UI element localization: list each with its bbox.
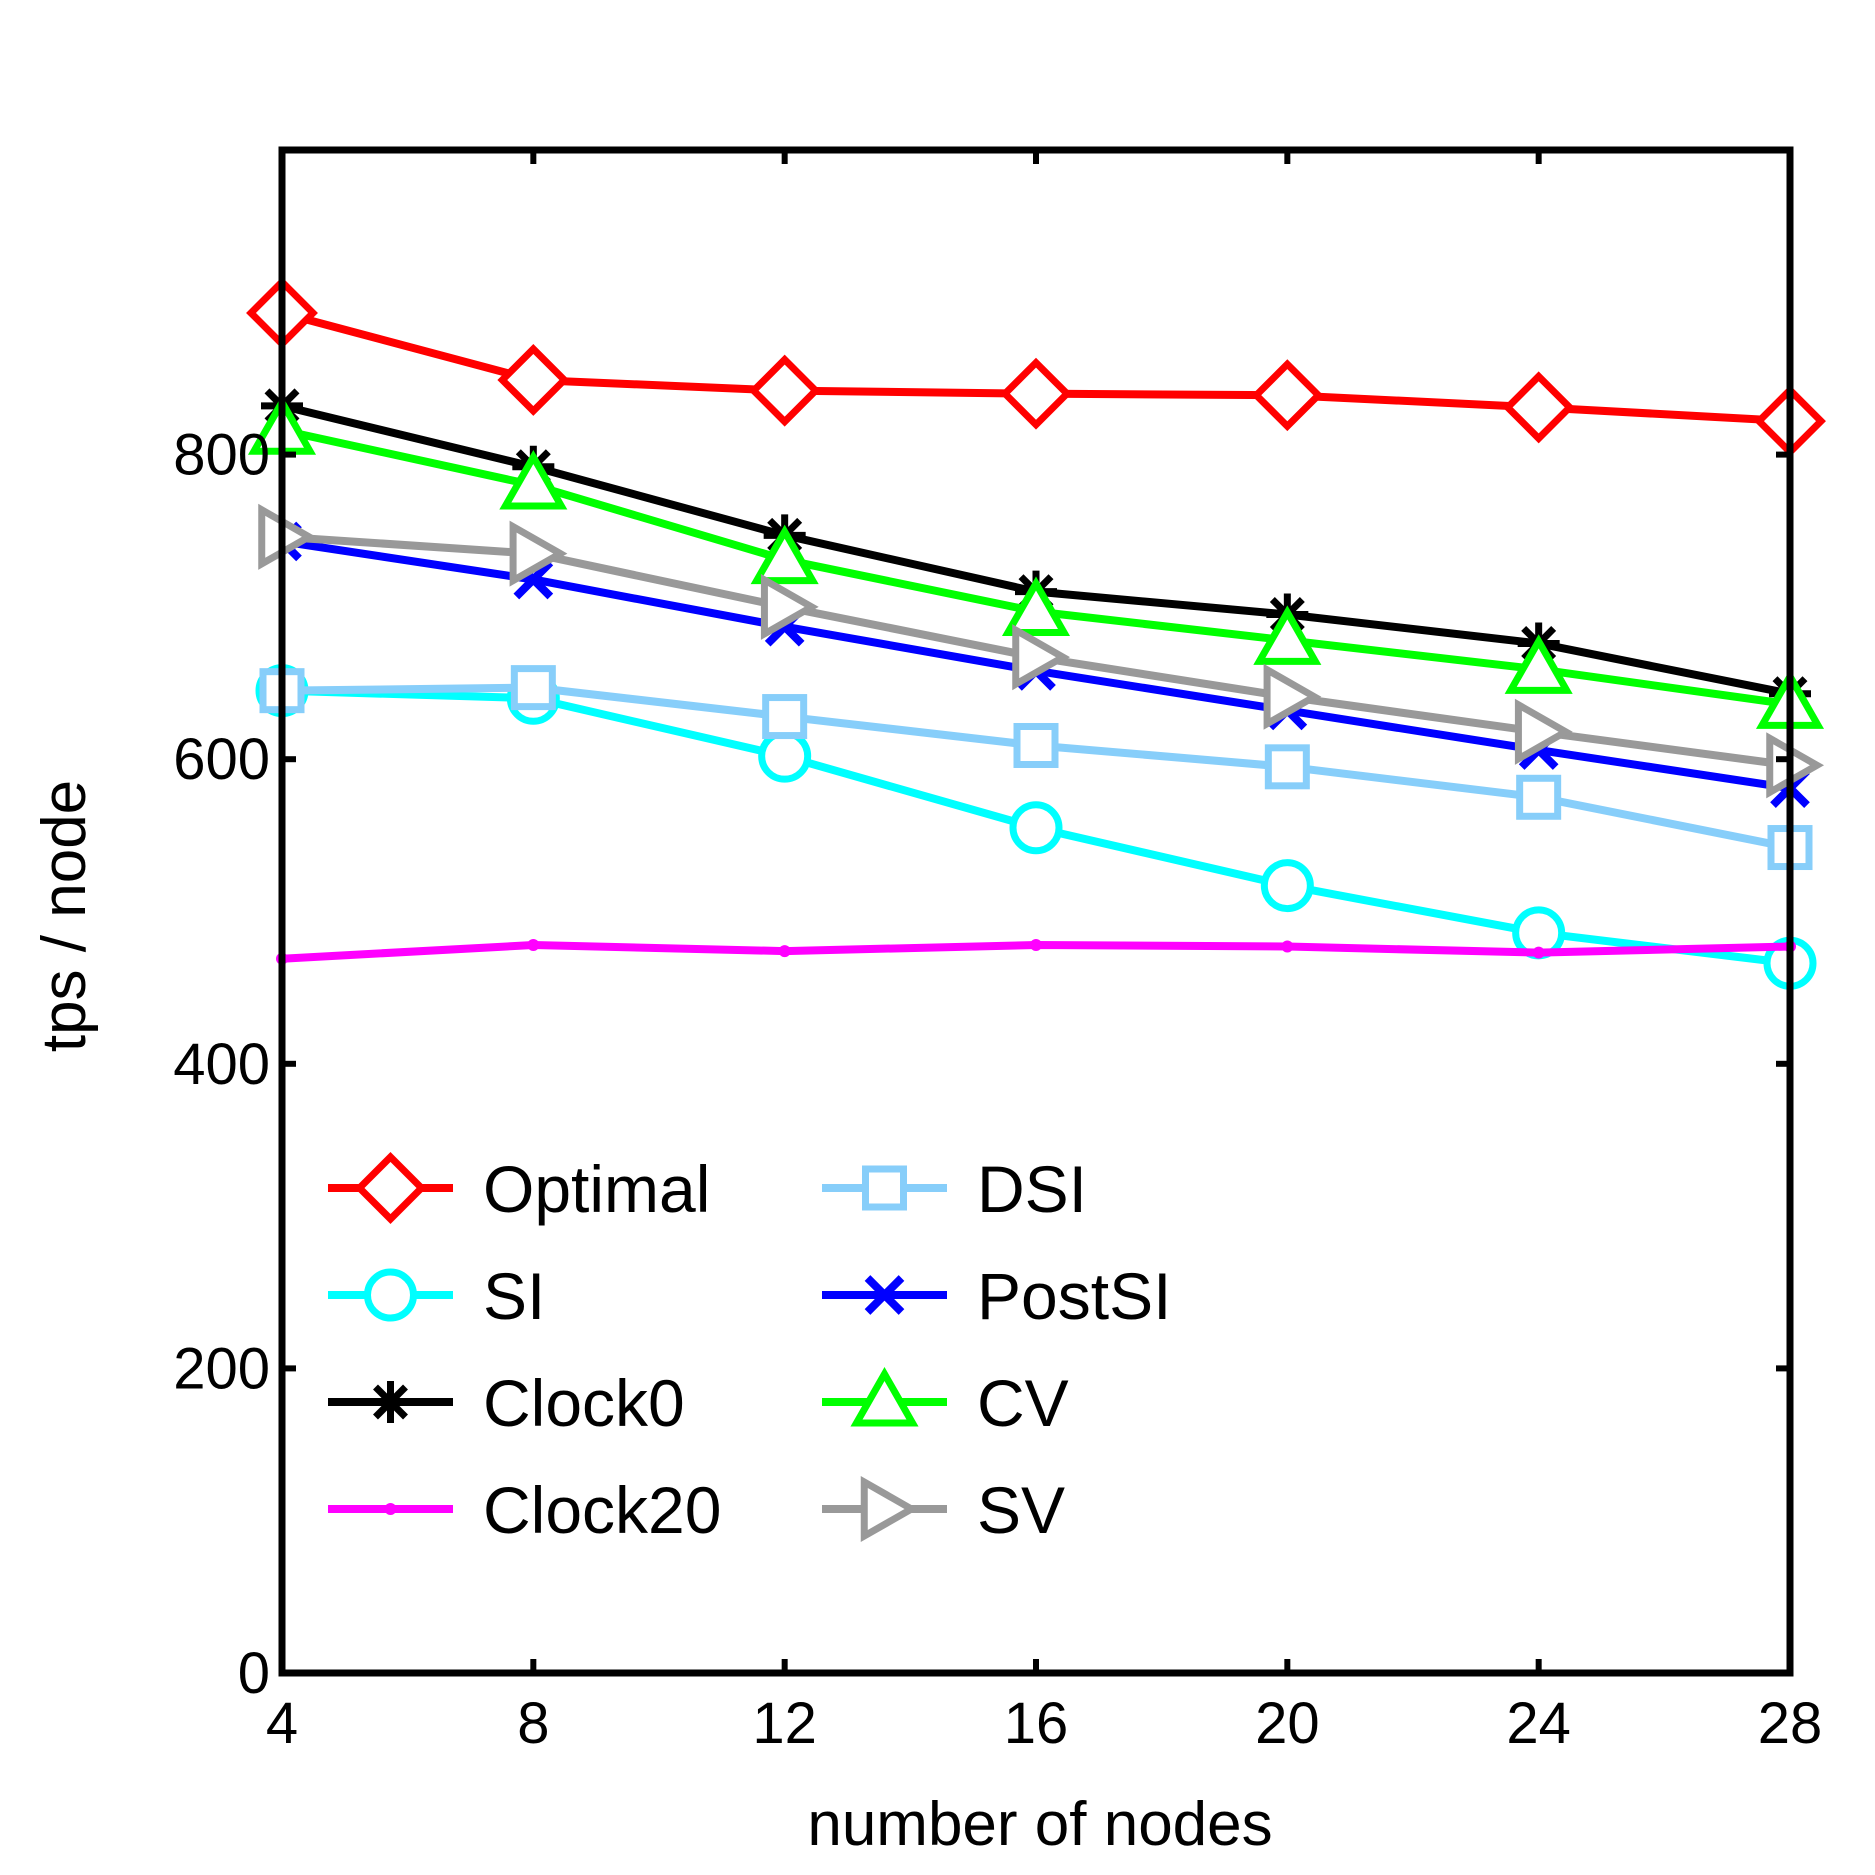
point-dsi-8 <box>510 665 556 711</box>
point-cv-20 <box>1253 605 1322 665</box>
point-sv-16 <box>1012 624 1071 691</box>
point-cv-8 <box>499 450 568 510</box>
legend-label-clock20: Clock20 <box>483 1473 721 1547</box>
point-optimal-20 <box>1251 359 1324 432</box>
x-tick-label-20: 20 <box>1255 1691 1320 1756</box>
legend-entry-cv: CV <box>822 1366 1069 1440</box>
point-sv-8 <box>509 520 568 587</box>
legend-entry-clock0: Clock0 <box>328 1366 685 1440</box>
x-tick-label-28: 28 <box>1758 1691 1823 1756</box>
legend: Optimal SI Clock0 Clock20 DSI PostSI CV SV <box>328 1152 1171 1547</box>
y-tick-label-600: 600 <box>173 727 270 792</box>
legend-marker-postsi <box>864 1275 905 1315</box>
series-optimal <box>246 277 1826 458</box>
point-cv-12 <box>750 524 819 585</box>
legend-label-cv: CV <box>977 1366 1069 1440</box>
point-dsi-12 <box>762 694 808 740</box>
legend-label-postsi: PostSI <box>977 1259 1171 1333</box>
legend-entry-optimal: Optimal <box>328 1152 710 1226</box>
x-tick-label-4: 4 <box>266 1691 298 1756</box>
legend-label-dsi: DSI <box>977 1152 1087 1226</box>
legend-entry-clock20: Clock20 <box>328 1473 721 1547</box>
legend-marker-dsi <box>862 1165 907 1211</box>
point-si-16 <box>1009 801 1063 855</box>
legend-entry-dsi: DSI <box>822 1152 1087 1226</box>
plot-area <box>246 277 1826 990</box>
point-clock20-8 <box>527 939 540 952</box>
x-tick-label-12: 12 <box>752 1691 817 1756</box>
point-cv-16 <box>1001 576 1071 636</box>
x-tick-label-16: 16 <box>1004 1691 1069 1756</box>
point-si-20 <box>1260 859 1314 913</box>
x-axis-label: number of nodes <box>807 1790 1272 1859</box>
y-tick-label-400: 400 <box>173 1032 270 1097</box>
legend-marker-clock20 <box>384 1503 397 1515</box>
point-optimal-12 <box>748 354 821 427</box>
legend-marker-sv <box>860 1475 919 1543</box>
point-clock20-16 <box>1030 939 1042 952</box>
axis-ticks: 4 8 12 16 20 24 28 0 200 400 600 800 <box>173 150 1822 1756</box>
point-sv-20 <box>1263 663 1322 730</box>
point-si-12 <box>758 729 812 783</box>
series-clock20 <box>276 939 1796 965</box>
y-axis-label: tps / node <box>30 780 99 1052</box>
point-cv-24 <box>1504 634 1573 694</box>
x-tick-label-8: 8 <box>517 1691 549 1756</box>
y-tick-label-800: 800 <box>173 423 270 488</box>
legend-entry-sv: SV <box>822 1473 1065 1547</box>
series-si <box>255 664 1817 990</box>
legend-marker-optimal <box>354 1152 427 1224</box>
legend-marker-si <box>364 1268 417 1322</box>
legend-label-sv: SV <box>977 1473 1065 1547</box>
legend-label-optimal: Optimal <box>483 1152 710 1226</box>
x-tick-label-24: 24 <box>1506 1691 1571 1756</box>
point-clock20-12 <box>778 945 791 958</box>
point-optimal-8 <box>497 344 570 416</box>
point-optimal-24 <box>1502 371 1575 444</box>
legend-entry-postsi: PostSI <box>822 1259 1171 1333</box>
series-cv <box>247 395 1825 729</box>
point-sv-12 <box>760 573 819 640</box>
point-dsi-16 <box>1013 722 1059 768</box>
point-sv-24 <box>1514 698 1573 765</box>
legend-entry-si: SI <box>328 1259 545 1333</box>
legend-label-si: SI <box>483 1259 545 1333</box>
point-optimal-16 <box>1000 357 1072 430</box>
legend-marker-clock0 <box>369 1381 412 1423</box>
point-clock20-24 <box>1532 946 1545 959</box>
point-clock20-20 <box>1281 940 1294 953</box>
y-tick-label-200: 200 <box>173 1336 270 1401</box>
point-dsi-20 <box>1264 744 1310 790</box>
y-tick-label-0: 0 <box>238 1641 270 1706</box>
legend-marker-cv <box>850 1366 919 1427</box>
point-dsi-24 <box>1516 774 1562 820</box>
legend-label-clock0: Clock0 <box>483 1366 685 1440</box>
